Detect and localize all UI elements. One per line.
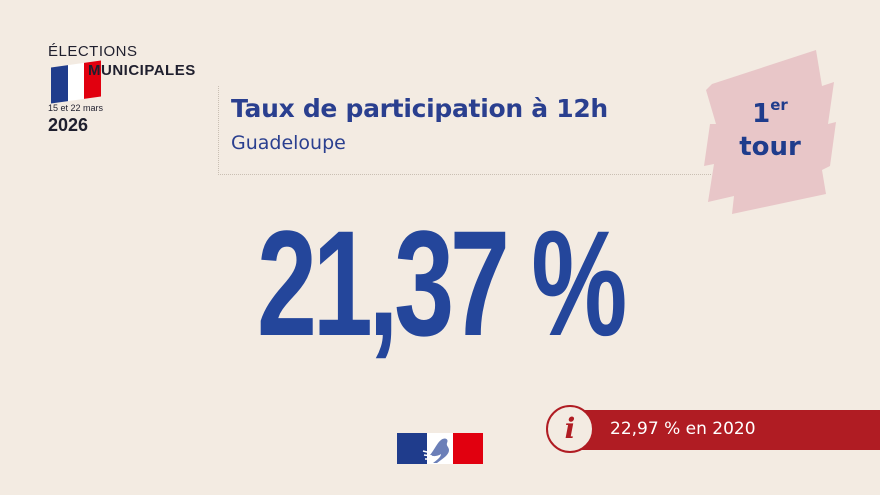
info-bar — [576, 410, 880, 450]
participation-rate-value: 21,37 % — [256, 199, 627, 367]
round-word: tour — [739, 132, 801, 162]
info-icon: i — [546, 405, 594, 453]
previous-result-text: 22,97 % en 2020 — [610, 419, 756, 439]
round-badge: 1er tour — [704, 46, 836, 216]
round-suffix: er — [770, 96, 788, 114]
round-number: 1er — [752, 96, 788, 129]
logo-dates: 15 et 22 mars — [48, 103, 104, 113]
logo-elections-text: ÉLECTIONS — [48, 43, 138, 60]
logo-year: 2026 — [48, 115, 89, 135]
page-title: Taux de participation à 12h — [231, 94, 608, 123]
badge-ribbon-shape — [704, 50, 836, 214]
page-subtitle: Guadeloupe — [231, 132, 346, 154]
previous-result-banner: 22,97 % en 2020 i — [546, 405, 880, 457]
elections-logo: ÉLECTIONS MUNICIPALES 15 et 22 mars 2026 — [46, 40, 216, 140]
title-block: Taux de participation à 12h Guadeloupe — [218, 86, 711, 175]
marianne-logo — [397, 433, 483, 464]
logo-municipales-text: MUNICIPALES — [88, 62, 196, 79]
